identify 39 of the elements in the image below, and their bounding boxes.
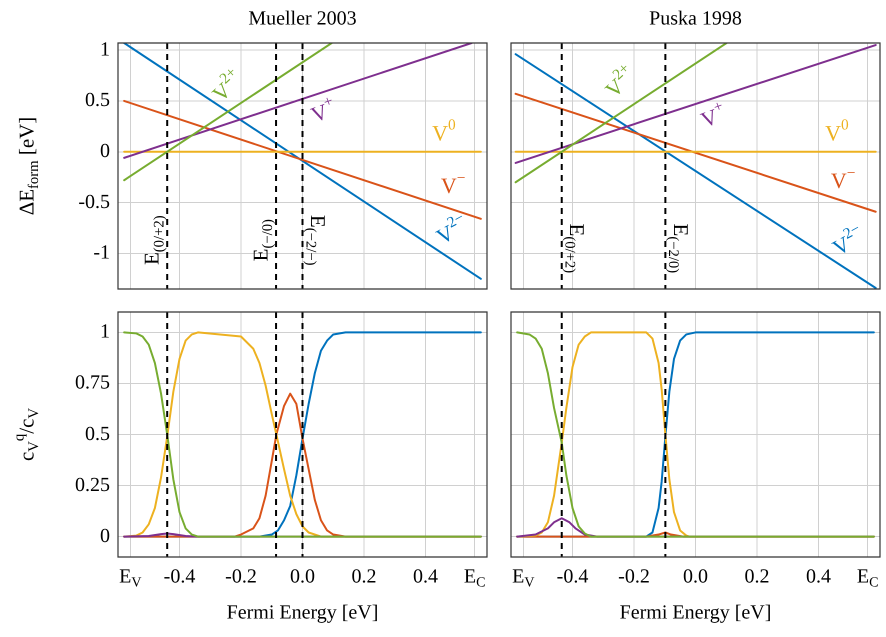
chart-title: Mueller 2003	[248, 7, 357, 30]
text: V2+	[207, 64, 240, 107]
ref-line-label: E(0/+2)	[140, 215, 168, 266]
y-axis-title: ΔEform [eV]	[14, 116, 42, 216]
y-tick-label: -1	[93, 242, 110, 264]
y-tick-label: 1	[100, 38, 110, 60]
ref-line-label: E(−2/−)	[302, 214, 330, 266]
chart-title: Puska 1998	[649, 7, 742, 30]
x-tick-label: -0.4	[164, 565, 196, 588]
x-tick-label: 0.4	[413, 565, 438, 588]
text: V2−	[432, 208, 467, 250]
y-tick-label: 0.5	[85, 89, 110, 112]
y-axis-title: cVq/cV	[11, 408, 42, 462]
series-label: V−	[830, 164, 856, 194]
x-tick-label: 0.0	[290, 565, 315, 588]
text: V2+	[600, 60, 633, 103]
y-tick-label: 1	[100, 320, 110, 343]
y-tick-label: 0	[100, 524, 110, 547]
x-tick-label: 0.2	[744, 565, 770, 588]
x-tick-label: 0.0	[683, 565, 708, 588]
text: V2−	[828, 220, 864, 260]
x-tick-label: -0.2	[618, 565, 650, 588]
ref-line-label: E(−/0)	[248, 218, 276, 262]
x-tick-label: 0.4	[806, 565, 831, 588]
y-tick-label: 0.25	[75, 474, 110, 496]
y-tick-label: 0	[100, 140, 110, 162]
text: V+	[698, 97, 726, 133]
x-tick-label: 0.2	[352, 565, 376, 588]
x-axis-title: Fermi Energy [eV]	[226, 601, 378, 624]
y-tick-label: 0.75	[75, 372, 110, 394]
y-tick-label: -0.5	[78, 190, 110, 213]
ref-line-label: E(0/+2)	[562, 224, 590, 274]
series-label: V−	[440, 170, 466, 198]
y-tick-label: 0.5	[85, 422, 110, 445]
text: V+	[308, 92, 336, 128]
x-axis-title: Fermi Energy [eV]	[620, 601, 772, 624]
x-tick-label: -0.2	[225, 565, 257, 588]
x-tick-label: -0.4	[556, 565, 588, 588]
ref-line-label: E(−2/0)	[665, 224, 693, 274]
